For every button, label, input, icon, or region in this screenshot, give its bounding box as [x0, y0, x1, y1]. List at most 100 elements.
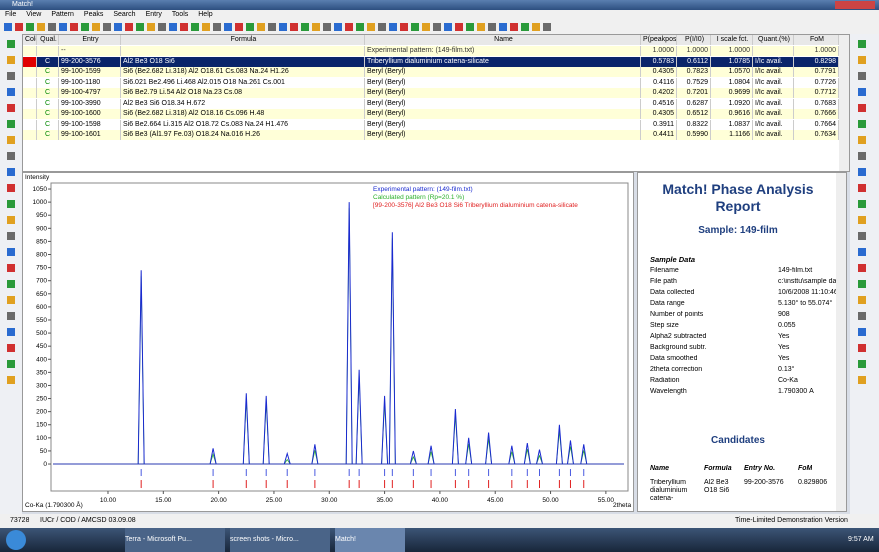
table-cell[interactable]: Al2 Be3 Si6 O18.34 H.672: [121, 98, 365, 109]
tool-icon[interactable]: [37, 23, 45, 31]
start-button[interactable]: [6, 530, 26, 550]
tool-icon[interactable]: [7, 104, 15, 112]
task-item[interactable]: Match!: [335, 528, 405, 552]
table-cell[interactable]: C: [37, 56, 59, 67]
table-cell[interactable]: 0.7683: [794, 98, 839, 109]
tool-icon[interactable]: [213, 23, 221, 31]
tool-icon[interactable]: [858, 312, 866, 320]
table-cell[interactable]: C: [37, 77, 59, 88]
tool-icon[interactable]: [356, 23, 364, 31]
column-header[interactable]: Formula: [121, 35, 365, 45]
task-item[interactable]: Terra - Microsoft Pu...: [125, 528, 225, 552]
table-cell[interactable]: 0.4305: [641, 67, 677, 77]
tool-icon[interactable]: [499, 23, 507, 31]
tool-icon[interactable]: [279, 23, 287, 31]
tool-icon[interactable]: [26, 23, 34, 31]
tool-icon[interactable]: [389, 23, 397, 31]
tool-icon[interactable]: [147, 23, 155, 31]
tool-icon[interactable]: [70, 23, 78, 31]
tool-icon[interactable]: [235, 23, 243, 31]
column-header[interactable]: Qual.: [37, 35, 59, 45]
table-cell[interactable]: [23, 119, 37, 130]
tool-icon[interactable]: [7, 200, 15, 208]
tool-icon[interactable]: [7, 168, 15, 176]
tool-icon[interactable]: [858, 120, 866, 128]
table-cell[interactable]: I/Ic avail.: [753, 77, 794, 88]
tool-icon[interactable]: [422, 23, 430, 31]
table-cell[interactable]: Si6 Be2.79 Li.54 Al2 O18 Na.23 Cs.08: [121, 88, 365, 98]
tool-icon[interactable]: [257, 23, 265, 31]
tool-icon[interactable]: [858, 248, 866, 256]
tool-icon[interactable]: [202, 23, 210, 31]
table-cell[interactable]: Triberyllium dialuminium catena-silicate: [365, 56, 641, 67]
table-cell[interactable]: [23, 98, 37, 109]
table-cell[interactable]: 0.9699: [711, 88, 753, 98]
tool-icon[interactable]: [532, 23, 540, 31]
table-cell[interactable]: C: [37, 67, 59, 77]
table-cell[interactable]: Beryl (Beryl): [365, 119, 641, 130]
table-cell[interactable]: Si6 Be2.664 Li.315 Al2 O18.72 Cs.083 Na.…: [121, 119, 365, 130]
table-cell[interactable]: C: [37, 130, 59, 140]
table-cell[interactable]: I/Ic avail.: [753, 130, 794, 140]
tool-icon[interactable]: [92, 23, 100, 31]
tool-icon[interactable]: [858, 136, 866, 144]
column-header[interactable]: P(I/I0): [677, 35, 711, 45]
table-cell[interactable]: 0.5783: [641, 56, 677, 67]
scrollbar[interactable]: [839, 35, 849, 171]
table-cell[interactable]: [23, 46, 37, 56]
tool-icon[interactable]: [15, 23, 23, 31]
tool-icon[interactable]: [510, 23, 518, 31]
tool-icon[interactable]: [246, 23, 254, 31]
table-cell[interactable]: 1.0000: [711, 46, 753, 56]
table-cell[interactable]: I/Ic avail.: [753, 88, 794, 98]
tool-icon[interactable]: [400, 23, 408, 31]
tool-icon[interactable]: [7, 72, 15, 80]
table-cell[interactable]: 1.0785: [711, 56, 753, 67]
tool-icon[interactable]: [411, 23, 419, 31]
tool-icon[interactable]: [7, 216, 15, 224]
tool-icon[interactable]: [334, 23, 342, 31]
tool-icon[interactable]: [125, 23, 133, 31]
tool-icon[interactable]: [7, 40, 15, 48]
tool-icon[interactable]: [7, 184, 15, 192]
tool-icon[interactable]: [433, 23, 441, 31]
table-cell[interactable]: 1.0000: [641, 46, 677, 56]
table-cell[interactable]: Al2 Be3 O18 Si6: [121, 56, 365, 67]
table-cell[interactable]: [753, 46, 794, 56]
tool-icon[interactable]: [7, 136, 15, 144]
menu-item[interactable]: View: [26, 11, 42, 18]
tool-icon[interactable]: [858, 104, 866, 112]
tool-icon[interactable]: [136, 23, 144, 31]
tool-icon[interactable]: [858, 152, 866, 160]
table-cell[interactable]: 0.7529: [677, 77, 711, 88]
table-cell[interactable]: 0.7634: [794, 130, 839, 140]
column-header[interactable]: I scale fct.: [711, 35, 753, 45]
table-cell[interactable]: 0.7664: [794, 119, 839, 130]
table-cell[interactable]: I/Ic avail.: [753, 67, 794, 77]
table-cell[interactable]: --: [59, 46, 121, 56]
table-cell[interactable]: [23, 88, 37, 98]
table-cell[interactable]: 0.5990: [677, 130, 711, 140]
tool-icon[interactable]: [858, 296, 866, 304]
table-cell[interactable]: 0.7666: [794, 109, 839, 119]
tool-icon[interactable]: [858, 88, 866, 96]
tool-icon[interactable]: [858, 328, 866, 336]
table-cell[interactable]: Beryl (Beryl): [365, 67, 641, 77]
table-cell[interactable]: 1.0837: [711, 119, 753, 130]
menu-item[interactable]: Pattern: [51, 11, 74, 18]
table-cell[interactable]: Si6 Be3 (Al1.97 Fe.03) O18.24 Na.016 H.2…: [121, 130, 365, 140]
table-cell[interactable]: 1.0000: [677, 46, 711, 56]
scrollbar[interactable]: [836, 173, 846, 511]
tool-icon[interactable]: [477, 23, 485, 31]
tool-icon[interactable]: [59, 23, 67, 31]
table-cell[interactable]: Si6.021 Be2.496 Li.468 Al2.015 O18 Na.26…: [121, 77, 365, 88]
table-cell[interactable]: Experimental pattern: (149-film.txt): [365, 46, 641, 56]
table-cell[interactable]: 99-200-3576: [59, 56, 121, 67]
column-header[interactable]: Quant.(%): [753, 35, 794, 45]
tool-icon[interactable]: [858, 280, 866, 288]
tool-icon[interactable]: [858, 216, 866, 224]
menu-item[interactable]: Tools: [171, 11, 189, 18]
table-cell[interactable]: 0.6287: [677, 98, 711, 109]
tool-icon[interactable]: [488, 23, 496, 31]
table-cell[interactable]: Beryl (Beryl): [365, 77, 641, 88]
